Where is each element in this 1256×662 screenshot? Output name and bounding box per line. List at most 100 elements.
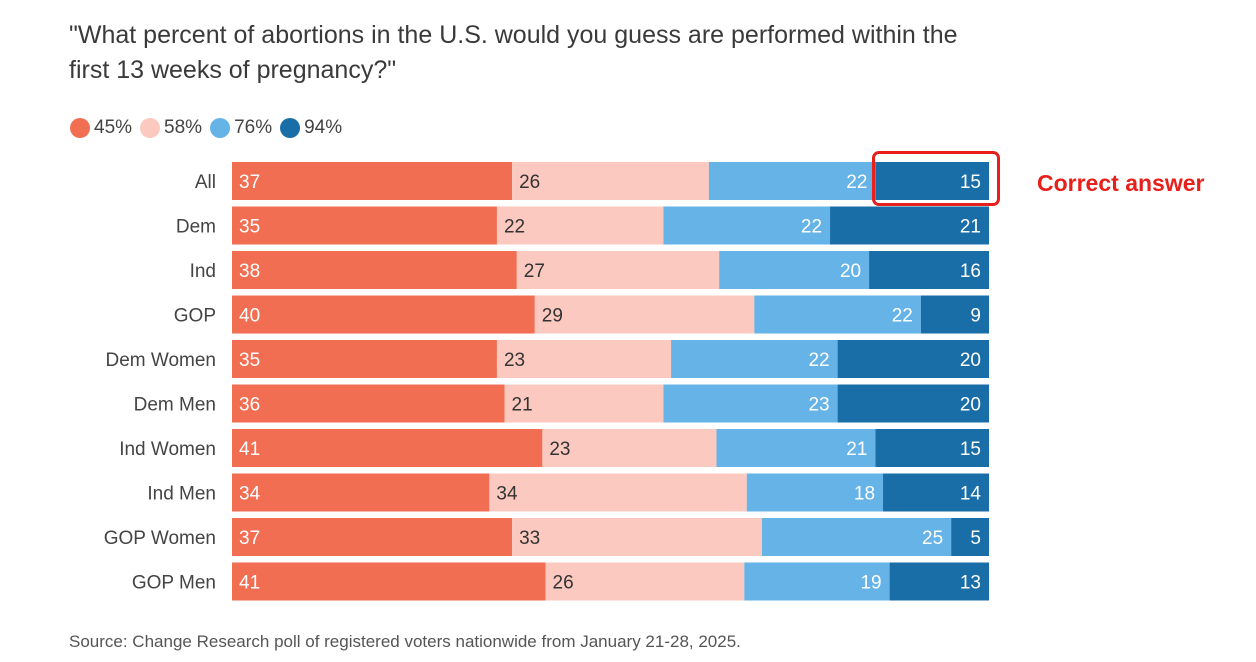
bar-segment [232, 206, 497, 245]
legend-swatch [280, 118, 301, 138]
bar-segment [232, 384, 505, 423]
bar-segment [534, 295, 755, 334]
legend-item: 45% [70, 117, 132, 139]
bar-value-label: 14 [960, 484, 982, 505]
bar-value-label: 21 [846, 439, 867, 460]
bar-value-label: 40 [239, 306, 260, 327]
chart-legend: 45% 58% 76% 94% [70, 116, 350, 140]
bar-value-label: 20 [840, 261, 861, 282]
bar-segment [512, 162, 709, 200]
bar-segment [516, 251, 720, 289]
bar-value-label: 37 [239, 528, 260, 549]
bar-segment [232, 562, 546, 601]
bar-segment [951, 518, 989, 556]
bar-segment [719, 251, 870, 289]
legend-label: 94% [304, 117, 343, 138]
bar-segment [920, 295, 989, 334]
bar-value-label: 13 [960, 573, 981, 594]
bar-segment [232, 162, 513, 200]
bar-segment [754, 295, 921, 334]
bar-segment [545, 562, 745, 601]
category-label: Dem [176, 217, 216, 238]
bar-value-label: 26 [519, 172, 540, 193]
bar-value-label: 35 [239, 350, 260, 371]
bar-segment [875, 429, 989, 467]
bar-value-label: 22 [504, 217, 525, 238]
bar-segment [744, 562, 890, 601]
bar-segment [837, 340, 989, 378]
bar-segment [663, 206, 831, 245]
bar-value-label: 41 [239, 573, 260, 594]
bar-segment [542, 429, 717, 467]
bar-value-label: 16 [960, 261, 981, 282]
bar-value-label: 5 [970, 528, 981, 549]
bar-segment [504, 384, 664, 423]
bar-value-label: 35 [239, 217, 260, 238]
category-label: Dem Men [134, 395, 216, 416]
bar-value-label: 22 [846, 172, 867, 193]
bar-value-label: 21 [960, 217, 981, 238]
bar-value-label: 33 [519, 528, 540, 549]
legend-label: 45% [94, 117, 133, 138]
legend-item: 58% [140, 117, 202, 139]
bar-value-label: 18 [854, 484, 875, 505]
bar-segment [875, 162, 989, 200]
bar-segment [232, 518, 513, 556]
bar-segment [746, 473, 884, 512]
category-label: Ind [190, 261, 216, 282]
bar-value-label: 21 [512, 395, 533, 416]
bar-segment [496, 340, 672, 378]
category-label: GOP [174, 306, 216, 327]
bar-value-label: 38 [239, 261, 260, 282]
correct-answer-label: Correct answer [1037, 170, 1205, 196]
bar-segment [663, 384, 838, 423]
bar-segment [671, 340, 838, 378]
legend-label: 58% [164, 117, 203, 138]
bar-segment [716, 429, 876, 467]
legend-swatch [70, 118, 90, 138]
bar-segment [708, 162, 876, 200]
bar-value-label: 20 [960, 350, 981, 371]
category-label: Dem Women [105, 350, 216, 371]
source-note: Source: Change Research poll of register… [69, 632, 741, 651]
bar-segment [869, 251, 989, 289]
bar-value-label: 41 [239, 439, 260, 460]
bar-segment [232, 340, 497, 378]
bar-segment [232, 429, 543, 467]
bar-segment [830, 206, 989, 245]
bar-value-label: 20 [960, 395, 981, 416]
legend-swatch [140, 118, 161, 138]
bar-segment [232, 473, 490, 512]
bar-segment [496, 206, 664, 245]
legend-item: 94% [280, 117, 342, 139]
category-label: GOP Women [104, 528, 216, 549]
bar-value-label: 25 [922, 528, 943, 549]
legend-label: 76% [234, 117, 273, 138]
bar-value-label: 22 [892, 306, 913, 327]
bar-value-label: 23 [808, 395, 829, 416]
category-label: Ind Women [119, 439, 216, 460]
category-label: GOP Men [132, 573, 216, 594]
legend-swatch [210, 118, 231, 138]
bar-segment [837, 384, 989, 423]
category-label: Ind Men [147, 484, 216, 505]
bar-segment [512, 518, 762, 556]
bar-segment [232, 295, 535, 334]
bar-segment [889, 562, 989, 601]
bar-value-label: 34 [239, 484, 261, 505]
bar-value-label: 34 [496, 484, 518, 505]
bar-value-label: 19 [860, 573, 881, 594]
bar-segment [232, 251, 517, 289]
bar-value-label: 23 [549, 439, 570, 460]
bar-segment [883, 473, 989, 512]
correct-answer-highlight-box [872, 151, 1000, 206]
bar-value-label: 22 [801, 217, 822, 238]
category-label: All [195, 172, 216, 193]
bar-segment [761, 518, 952, 556]
bar-value-label: 15 [960, 172, 981, 193]
bar-value-label: 15 [960, 439, 981, 460]
bar-value-label: 26 [553, 573, 574, 594]
bar-value-label: 27 [524, 261, 545, 282]
legend-item: 76% [210, 117, 272, 139]
